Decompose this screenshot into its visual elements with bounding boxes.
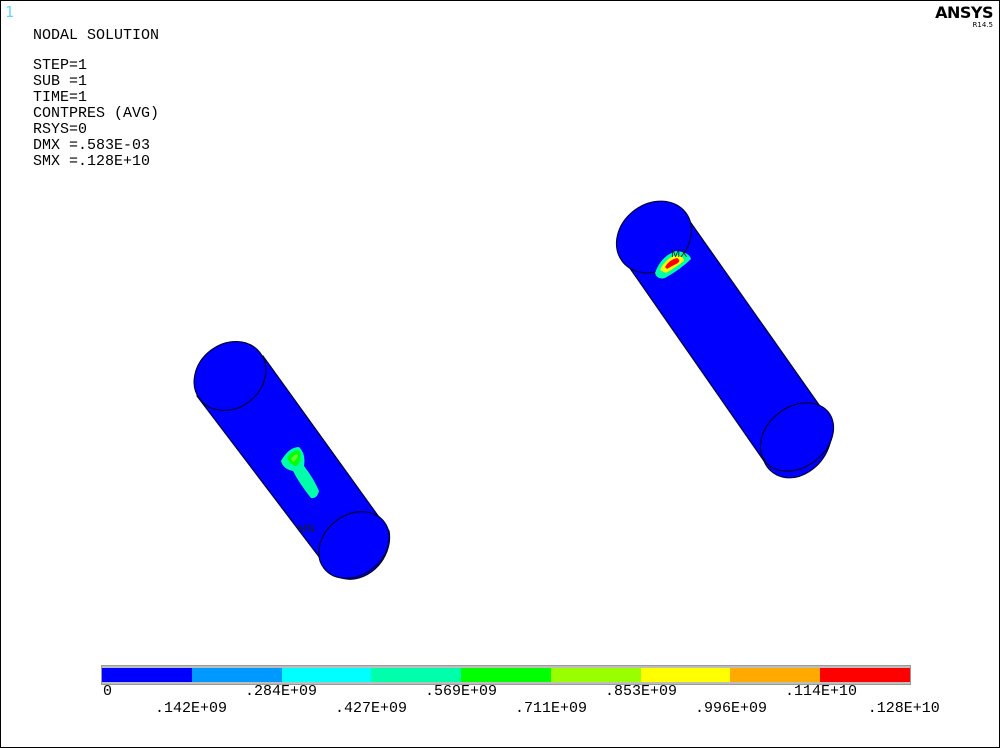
legend-label: .114E+10 bbox=[784, 683, 858, 700]
cylinder-lower-end-cap bbox=[318, 511, 390, 579]
legend-band-4 bbox=[461, 668, 551, 682]
info-step: STEP=1 bbox=[33, 57, 88, 74]
cylinder-lower-top-cap bbox=[193, 341, 267, 411]
legend-label: .996E+09 bbox=[694, 700, 768, 717]
cylinder-upper[interactable]: MX bbox=[602, 186, 847, 485]
cylinder-upper-end-cap bbox=[759, 402, 835, 472]
legend-label: 0 bbox=[103, 683, 113, 700]
info-result-item: CONTPRES (AVG) bbox=[33, 105, 160, 122]
legend-label: .569E+09 bbox=[424, 683, 498, 700]
legend-label: .142E+09 bbox=[154, 700, 228, 717]
ansys-logo: ANSYS R14.5 bbox=[935, 3, 993, 30]
contact-zone-high-peak bbox=[665, 258, 680, 269]
legend-band-0 bbox=[102, 668, 192, 682]
brand-version: R14.5 bbox=[972, 21, 993, 29]
legend-band-1 bbox=[191, 668, 282, 682]
min-marker-label: MN bbox=[298, 523, 315, 535]
window-number: 1 bbox=[5, 3, 15, 21]
legend-band-2 bbox=[281, 668, 372, 682]
contour-legend-bar bbox=[101, 665, 911, 685]
solution-title: NODAL SOLUTION bbox=[33, 27, 160, 44]
legend-label: .711E+09 bbox=[514, 700, 588, 717]
solution-info-block: NODAL SOLUTION STEP=1 SUB =1 TIME=1 CONT… bbox=[33, 28, 159, 170]
legend-label: .284E+09 bbox=[244, 683, 318, 700]
max-marker-label: MX bbox=[671, 248, 688, 260]
info-smx: SMX =.128E+10 bbox=[33, 153, 151, 170]
info-rsys: RSYS=0 bbox=[33, 121, 88, 138]
legend-band-3 bbox=[371, 668, 462, 682]
info-sub: SUB =1 bbox=[33, 73, 88, 90]
legend-band-8 bbox=[820, 668, 911, 682]
cylinder-lower[interactable]: MN bbox=[180, 327, 402, 592]
legend-band-5 bbox=[550, 668, 641, 682]
legend-label: .128E+10 bbox=[867, 700, 940, 717]
info-dmx: DMX =.583E-03 bbox=[33, 137, 151, 154]
legend-band-6 bbox=[640, 668, 731, 682]
legend-label: .427E+09 bbox=[334, 700, 408, 717]
legend-label: .853E+09 bbox=[604, 683, 678, 700]
legend-band-7 bbox=[730, 668, 821, 682]
brand-name: ANSYS bbox=[935, 3, 993, 22]
info-time: TIME=1 bbox=[33, 89, 88, 106]
